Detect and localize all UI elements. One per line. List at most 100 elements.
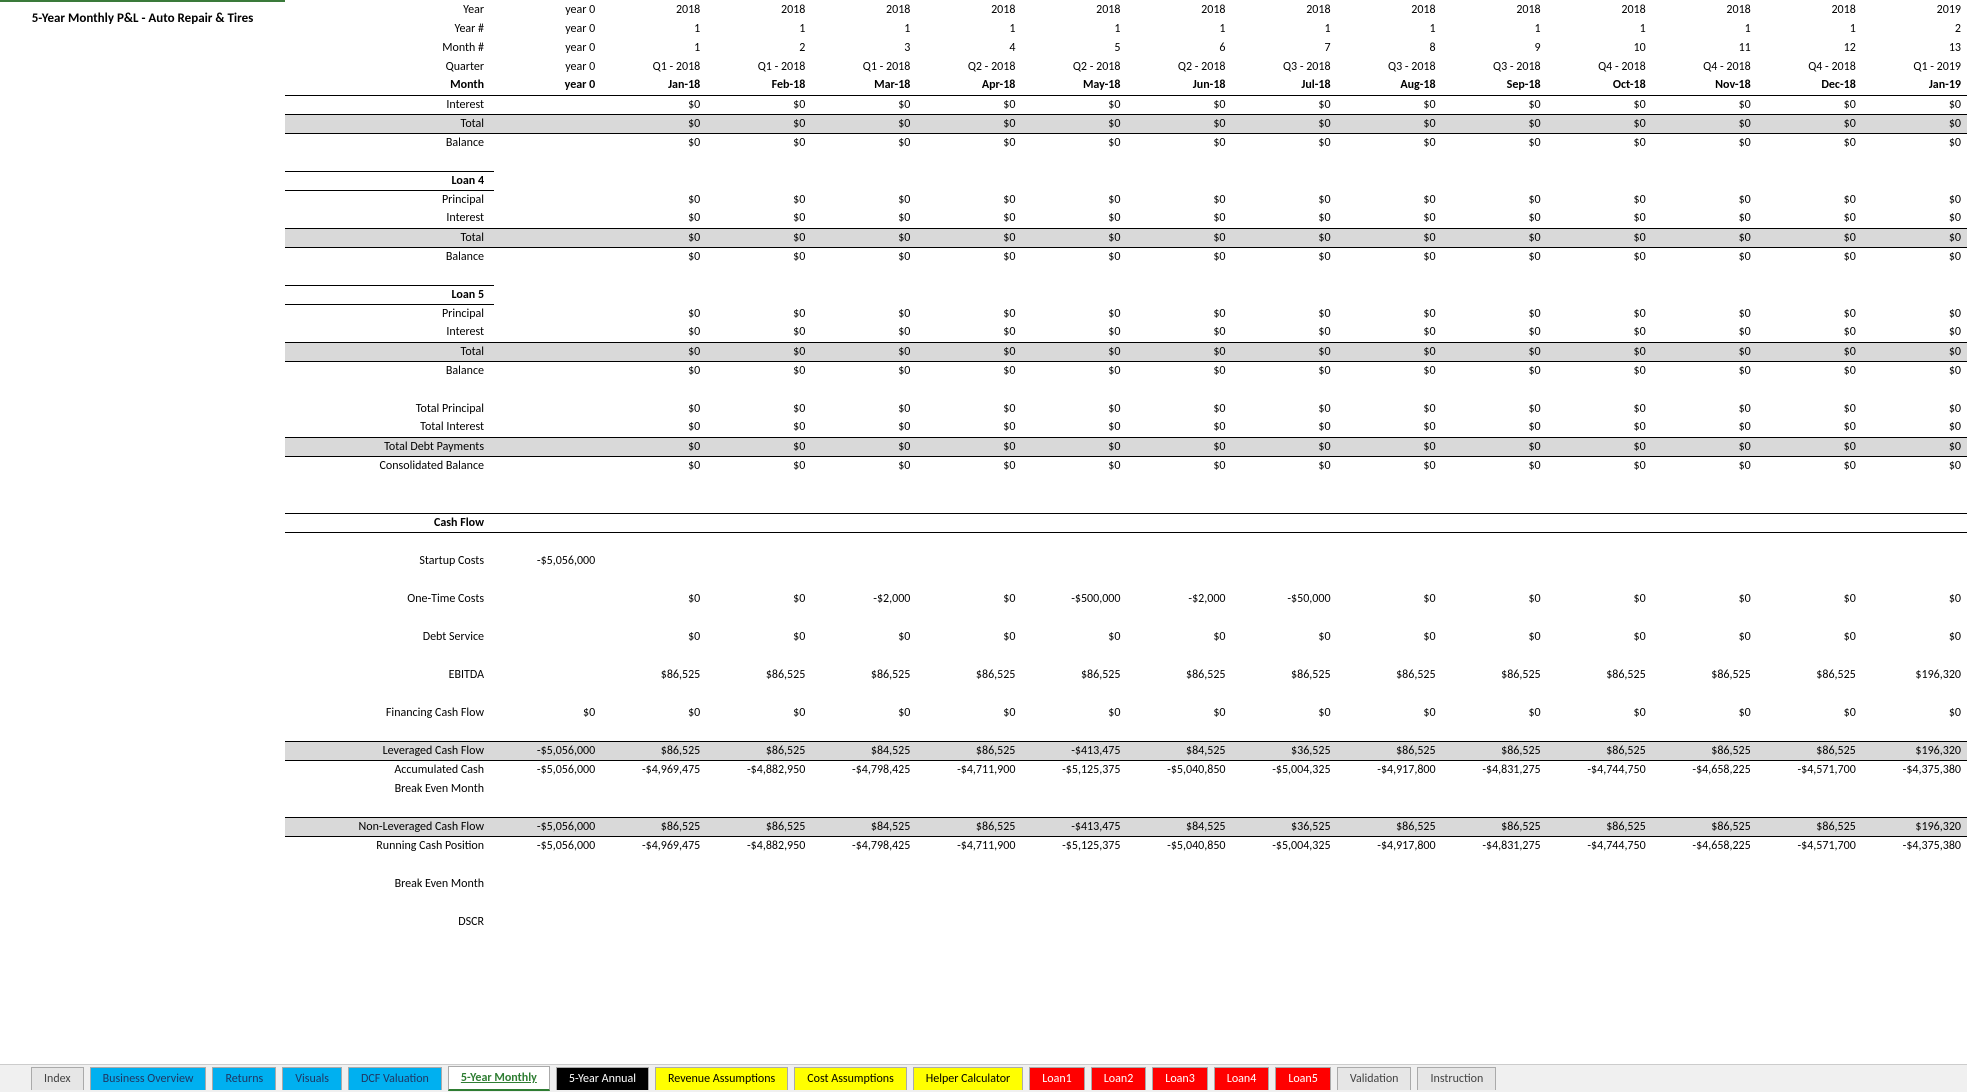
cell[interactable] (706, 646, 811, 665)
row-label[interactable] (285, 152, 494, 171)
cell[interactable]: $0 (706, 627, 811, 646)
cell[interactable]: $0 (811, 190, 916, 209)
cell[interactable]: $196,320 (1862, 817, 1967, 836)
cell[interactable] (1126, 171, 1231, 190)
cell[interactable] (706, 570, 811, 589)
cell[interactable] (1337, 513, 1442, 532)
cell[interactable] (1442, 285, 1547, 304)
cell[interactable] (601, 513, 706, 532)
cell[interactable]: $0 (1232, 209, 1337, 228)
cell[interactable]: $0 (1757, 95, 1862, 114)
cell[interactable] (1442, 532, 1547, 551)
cell[interactable] (1021, 285, 1126, 304)
cell[interactable] (1232, 266, 1337, 285)
cell[interactable] (811, 912, 916, 931)
cell[interactable] (1442, 152, 1547, 171)
cell[interactable] (811, 570, 916, 589)
cell[interactable] (1337, 494, 1442, 513)
cell[interactable]: $0 (1126, 437, 1231, 456)
cell[interactable]: 1 (811, 19, 916, 38)
cell[interactable]: $86,525 (1757, 817, 1862, 836)
cell[interactable] (1547, 532, 1652, 551)
cell[interactable] (1021, 171, 1126, 190)
cell[interactable]: $0 (1862, 437, 1967, 456)
cell[interactable]: 2018 (706, 0, 811, 19)
cell[interactable]: $0 (1862, 114, 1967, 133)
cell[interactable]: $0 (1442, 95, 1547, 114)
cell[interactable]: Jan-18 (601, 76, 706, 95)
cell[interactable]: $0 (1442, 589, 1547, 608)
cell[interactable] (1442, 893, 1547, 912)
cell[interactable]: $0 (1021, 95, 1126, 114)
cell[interactable] (1021, 152, 1126, 171)
cell[interactable]: $86,525 (1337, 817, 1442, 836)
cell[interactable]: $0 (1862, 418, 1967, 437)
cell[interactable]: $0 (1757, 399, 1862, 418)
cell[interactable]: $0 (916, 228, 1021, 247)
cell[interactable]: $0 (1862, 247, 1967, 266)
cell[interactable]: $0 (601, 95, 706, 114)
cell[interactable] (811, 285, 916, 304)
cell[interactable]: $0 (1547, 342, 1652, 361)
row-label[interactable] (285, 380, 494, 399)
cell[interactable]: $0 (1862, 361, 1967, 380)
cell[interactable]: $86,525 (1126, 665, 1231, 684)
row-label[interactable]: Total Principal (285, 399, 494, 418)
cell[interactable] (916, 285, 1021, 304)
cell[interactable] (1652, 551, 1757, 570)
cell[interactable]: $0 (916, 323, 1021, 342)
cell[interactable]: $0 (1126, 627, 1231, 646)
cell[interactable]: 3 (811, 38, 916, 57)
cell[interactable]: $0 (916, 627, 1021, 646)
row-label[interactable]: Cash Flow (285, 513, 494, 532)
cell[interactable] (1862, 684, 1967, 703)
cell[interactable]: -$2,000 (811, 589, 916, 608)
cell[interactable] (1757, 380, 1862, 399)
cell[interactable] (1652, 855, 1757, 874)
cell[interactable] (1652, 684, 1757, 703)
cell[interactable]: $0 (1862, 703, 1967, 722)
cell[interactable]: 5 (1021, 38, 1126, 57)
cell[interactable]: $0 (1232, 627, 1337, 646)
cell[interactable]: $0 (1021, 703, 1126, 722)
cell[interactable] (1232, 570, 1337, 589)
cell[interactable] (1126, 152, 1231, 171)
cell[interactable]: $86,525 (916, 741, 1021, 760)
cell[interactable] (1021, 722, 1126, 741)
cell[interactable]: $36,525 (1232, 741, 1337, 760)
cell[interactable] (1442, 266, 1547, 285)
cell[interactable]: $0 (1021, 342, 1126, 361)
row-label[interactable]: Consolidated Balance (285, 456, 494, 475)
cell[interactable]: -$4,798,425 (811, 760, 916, 779)
cell[interactable]: $0 (1547, 456, 1652, 475)
cell[interactable]: $0 (1337, 114, 1442, 133)
cell[interactable] (1757, 551, 1862, 570)
cell[interactable] (916, 551, 1021, 570)
cell[interactable] (494, 114, 601, 133)
cell[interactable]: $86,525 (1757, 741, 1862, 760)
cell[interactable]: $0 (601, 209, 706, 228)
cell[interactable] (1757, 608, 1862, 627)
cell[interactable]: $0 (706, 418, 811, 437)
cell[interactable] (1232, 494, 1337, 513)
cell[interactable] (1757, 912, 1862, 931)
cell[interactable] (1232, 152, 1337, 171)
cell[interactable] (1442, 646, 1547, 665)
cell[interactable]: Q2 - 2018 (916, 57, 1021, 76)
cell[interactable] (1757, 266, 1862, 285)
cell[interactable] (1021, 494, 1126, 513)
cell[interactable]: $0 (811, 456, 916, 475)
cell[interactable]: $0 (1442, 190, 1547, 209)
row-label[interactable]: DSCR (285, 912, 494, 931)
cell[interactable]: Oct-18 (1547, 76, 1652, 95)
cell[interactable]: $0 (1862, 589, 1967, 608)
cell[interactable]: $0 (811, 114, 916, 133)
row-label[interactable]: Principal (285, 304, 494, 323)
cell[interactable] (1652, 798, 1757, 817)
cell[interactable] (1652, 646, 1757, 665)
cell[interactable]: $0 (1232, 703, 1337, 722)
cell[interactable]: Sep-18 (1442, 76, 1547, 95)
cell[interactable]: 9 (1442, 38, 1547, 57)
cell[interactable] (1862, 475, 1967, 494)
cell[interactable]: -$5,056,000 (494, 741, 601, 760)
